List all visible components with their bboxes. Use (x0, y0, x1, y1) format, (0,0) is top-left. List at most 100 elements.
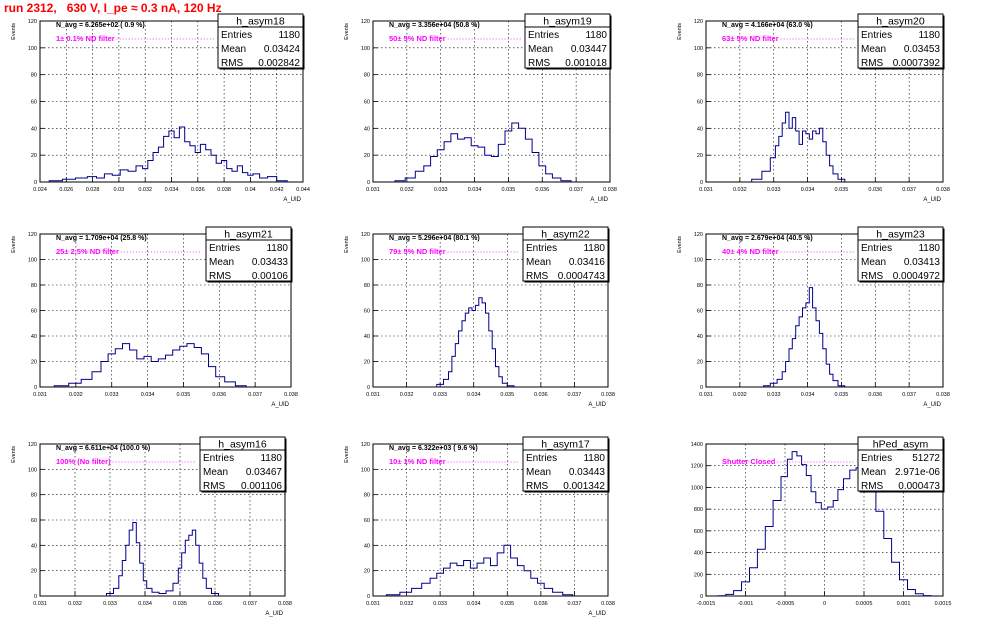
x-tick-label: 0.032 (733, 187, 747, 193)
stats-value-rms: 0.002842 (258, 58, 300, 69)
stats-label-rms: RMS (526, 481, 549, 492)
stats-label-mean: Mean (526, 257, 551, 268)
y-tick-label: 60 (697, 309, 703, 315)
stats-box (857, 436, 944, 492)
panel-h_asym22: 0.031 0.032 0.033 0.034 0.035 0.036 0.037 0.038… (344, 226, 615, 408)
stats-value-mean: 0.03433 (252, 257, 289, 268)
stats-label-entries: Entries (861, 453, 892, 464)
stats-box (522, 436, 609, 492)
y-tick-label: 120 (28, 19, 37, 25)
stats-box (522, 226, 609, 282)
x-tick-label: 0.035 (835, 392, 849, 398)
panel-h_asym21: 0.031 0.032 0.033 0.034 0.035 0.036 0.037 0.038… (11, 226, 298, 408)
y-tick-label: 0 (700, 385, 703, 391)
x-axis-title: A_UID (590, 197, 608, 203)
y-axis-title: Events (344, 446, 350, 463)
y-tick-label: 20 (364, 569, 370, 575)
x-tick-label: 0.038 (936, 187, 950, 193)
x-axis-title: A_UID (923, 197, 941, 203)
n-avg-label: N_avg = 4.166e+04 (63.0 %) (722, 22, 813, 29)
histogram-series-h_asym20 (751, 111, 846, 182)
y-tick-label: 0 (367, 180, 370, 186)
stats-value-rms: 0.0004972 (893, 271, 941, 282)
y-tick-label: 20 (364, 153, 370, 159)
stats-value-rms: 0.0004743 (558, 271, 606, 282)
x-tick-label: 0.034 (165, 187, 179, 193)
x-tick-label: 0.033 (433, 392, 447, 398)
x-tick-label: 0.024 (33, 187, 47, 193)
x-tick-label: 0.033 (433, 601, 447, 607)
x-tick-label: 0.032 (68, 601, 82, 607)
x-tick-label: 0.032 (69, 392, 83, 398)
y-tick-label: 60 (31, 309, 37, 315)
y-tick-label: 400 (694, 551, 703, 557)
stats-value-entries: 51272 (912, 453, 940, 464)
histogram-series-h_asym16 (106, 522, 219, 596)
y-tick-label: 80 (31, 283, 37, 289)
stats-value-entries: 1180 (266, 243, 288, 254)
stats-label-entries: Entries (861, 30, 892, 41)
stats-value-entries: 1180 (583, 453, 605, 464)
x-tick-label: 0.03 (114, 187, 125, 193)
stats-value-mean: 0.03453 (904, 44, 941, 55)
stats-label-entries: Entries (526, 453, 557, 464)
y-axis-title: Events (11, 236, 17, 253)
x-tick-label: 0.035 (835, 187, 849, 193)
stats-box-title: h_asym22 (541, 229, 590, 241)
stats-box-title: h_asym16 (218, 439, 267, 451)
x-tick-label: 0.038 (936, 392, 950, 398)
x-tick-label: 0.036 (868, 392, 882, 398)
filter-label: 40± 4% ND filter (722, 247, 779, 256)
stats-value-rms: 0.001342 (563, 481, 605, 492)
y-axis-title: Events (344, 23, 350, 40)
y-tick-label: 60 (31, 100, 37, 106)
x-tick-label: 0.032 (400, 601, 414, 607)
y-tick-label: 80 (364, 493, 370, 499)
x-tick-label: 0.031 (699, 187, 713, 193)
x-tick-label: 0.034 (801, 392, 815, 398)
y-tick-label: 20 (31, 569, 37, 575)
y-tick-label: 120 (28, 442, 37, 448)
y-tick-label: 200 (694, 572, 703, 578)
x-tick-label: 0.035 (502, 187, 516, 193)
stats-box (857, 226, 944, 282)
x-tick-label: 0.032 (733, 392, 747, 398)
stats-label-rms: RMS (528, 58, 551, 69)
y-tick-label: 60 (364, 100, 370, 106)
stats-label-mean: Mean (861, 44, 886, 55)
x-tick-label: 0.038 (217, 187, 231, 193)
y-tick-label: 20 (31, 153, 37, 159)
x-axis-title: A_UID (588, 402, 606, 408)
y-tick-label: 0 (367, 594, 370, 600)
x-tick-label: 0.036 (191, 187, 205, 193)
stats-label-rms: RMS (861, 481, 884, 492)
x-tick-label: 0.032 (400, 187, 414, 193)
stats-label-rms: RMS (861, 271, 884, 282)
y-tick-label: 60 (31, 518, 37, 524)
stats-value-entries: 1180 (918, 243, 940, 254)
stats-label-entries: Entries (526, 243, 557, 254)
x-tick-label: 0 (823, 601, 826, 607)
x-tick-label: 0.031 (366, 392, 380, 398)
stats-box (205, 226, 292, 282)
x-tick-label: 0.034 (141, 392, 155, 398)
stats-box (217, 13, 304, 69)
y-tick-label: 100 (28, 258, 37, 264)
y-tick-label: 0 (34, 180, 37, 186)
x-tick-label: 0.042 (270, 187, 284, 193)
n-avg-label: N_avg = 3.356e+04 (50.8 %) (389, 22, 480, 29)
y-tick-label: 80 (697, 73, 703, 79)
x-tick-label: 0.037 (902, 187, 916, 193)
y-tick-label: 120 (28, 232, 37, 238)
x-tick-label: -0.001 (738, 601, 754, 607)
stats-value-rms: 0.001106 (241, 481, 282, 492)
stats-value-entries: 1180 (583, 243, 605, 254)
panel-h_asym23: 0.031 0.032 0.033 0.034 0.035 0.036 0.037 0.038… (677, 226, 950, 408)
x-tick-label: 0.001 (897, 601, 911, 607)
stats-box (199, 436, 286, 492)
histogram-series-h_asym17 (385, 544, 574, 596)
stats-label-entries: Entries (221, 30, 252, 41)
x-tick-label: 0.032 (400, 392, 414, 398)
x-tick-label: 0.031 (366, 601, 380, 607)
